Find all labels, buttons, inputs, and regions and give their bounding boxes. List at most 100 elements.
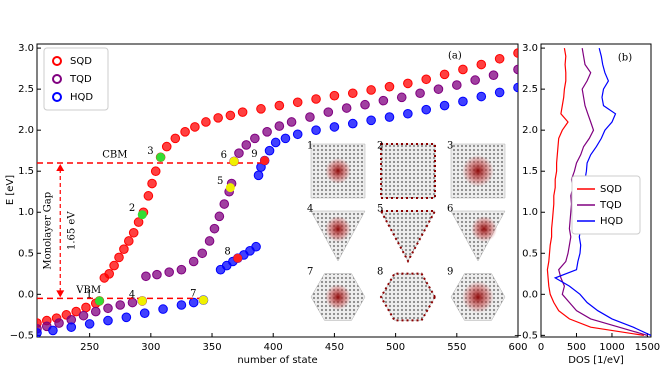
data-point	[176, 300, 187, 310]
data-point	[119, 244, 129, 254]
data-point	[439, 69, 450, 80]
inset-density	[462, 155, 494, 187]
inset-label: 2	[377, 141, 383, 152]
x-tick-label: 600	[508, 342, 527, 353]
inset-label: 6	[447, 204, 453, 215]
data-point	[90, 306, 101, 317]
data-point	[264, 145, 275, 156]
data-point	[384, 112, 395, 122]
data-point	[241, 140, 252, 150]
inset-density	[325, 216, 351, 242]
y-tick-label: 2.0	[18, 125, 34, 136]
x-tick-label: 500	[567, 342, 586, 353]
legend-label: HQD	[600, 216, 623, 227]
legend-box	[571, 175, 641, 235]
data-point	[458, 64, 468, 75]
data-point	[421, 74, 432, 85]
inset-label: 9	[447, 267, 453, 278]
data-point	[180, 127, 190, 137]
data-point	[311, 94, 321, 104]
y-tick-label: 2.0	[522, 125, 538, 136]
data-point	[161, 141, 172, 152]
data-point	[347, 118, 358, 129]
data-point	[292, 97, 303, 108]
data-point	[415, 88, 425, 99]
inset-label: 8	[377, 267, 383, 278]
legend-marker	[52, 56, 62, 66]
data-point	[311, 125, 321, 135]
data-point	[197, 248, 208, 259]
data-point	[158, 304, 168, 314]
panel-title: (b)	[618, 53, 632, 64]
data-point	[48, 325, 58, 336]
inset-lattice	[380, 273, 436, 321]
y-axis-label: E [eV]	[5, 175, 16, 205]
inset-density	[471, 216, 497, 242]
x-tick-label: 0	[538, 342, 544, 353]
data-point	[234, 148, 244, 158]
data-point	[494, 87, 505, 98]
plot-frame	[540, 43, 652, 338]
state-label: 5	[217, 176, 223, 187]
data-point	[150, 166, 161, 177]
data-point	[204, 236, 215, 246]
inset-label: 3	[447, 141, 453, 152]
y-tick-label: 1.0	[18, 207, 34, 218]
y-tick-label: 1.0	[522, 207, 538, 218]
data-point	[128, 227, 139, 238]
inset-density	[325, 158, 351, 184]
data-point	[219, 199, 230, 209]
data-point	[115, 300, 126, 310]
state-label: 1	[86, 289, 92, 300]
data-point	[384, 81, 395, 92]
data-point	[256, 104, 266, 114]
data-point	[341, 103, 352, 113]
data-point	[103, 315, 113, 326]
level-label: VBM	[75, 285, 101, 296]
y-tick-label: 2.5	[18, 84, 34, 95]
x-axis-label: number of state	[237, 355, 317, 366]
inset-label: 7	[307, 267, 313, 278]
data-point	[114, 252, 124, 263]
inset-lattice	[380, 210, 436, 262]
legend-marker	[52, 92, 62, 102]
data-point	[366, 85, 376, 95]
state-marker	[137, 210, 147, 220]
data-point	[476, 91, 487, 102]
data-point	[274, 121, 285, 131]
data-point	[378, 95, 389, 106]
data-point	[71, 306, 81, 317]
data-point	[403, 78, 413, 89]
data-point	[488, 70, 499, 80]
data-point	[141, 271, 151, 282]
legend-marker	[52, 74, 62, 84]
y-tick-label: 0.0	[18, 289, 34, 300]
data-point	[188, 256, 199, 267]
data-point	[201, 117, 211, 127]
level-label: CBM	[102, 150, 127, 161]
inset-edge-state	[380, 143, 436, 199]
data-point	[513, 64, 518, 75]
y-tick-label: −0.5	[514, 330, 538, 341]
state-label: 9	[251, 149, 257, 160]
state-marker	[225, 183, 235, 193]
data-point	[253, 170, 264, 181]
inset-label: 5	[377, 204, 383, 215]
data-point	[323, 107, 334, 117]
inset-label: 1	[307, 141, 313, 152]
state-label: 4	[129, 289, 135, 300]
data-point	[347, 88, 358, 99]
state-label: 8	[224, 247, 230, 258]
y-tick-label: 0.5	[522, 248, 538, 259]
data-point	[329, 90, 340, 101]
data-point	[176, 264, 187, 275]
data-point	[66, 322, 77, 332]
state-label: 7	[190, 289, 196, 300]
state-label: 6	[221, 150, 227, 161]
data-point	[81, 302, 91, 313]
data-point	[305, 112, 315, 122]
y-tick-label: 1.5	[18, 166, 34, 177]
inset-edge-state	[379, 272, 437, 322]
data-point	[123, 236, 134, 246]
data-point	[54, 318, 64, 328]
